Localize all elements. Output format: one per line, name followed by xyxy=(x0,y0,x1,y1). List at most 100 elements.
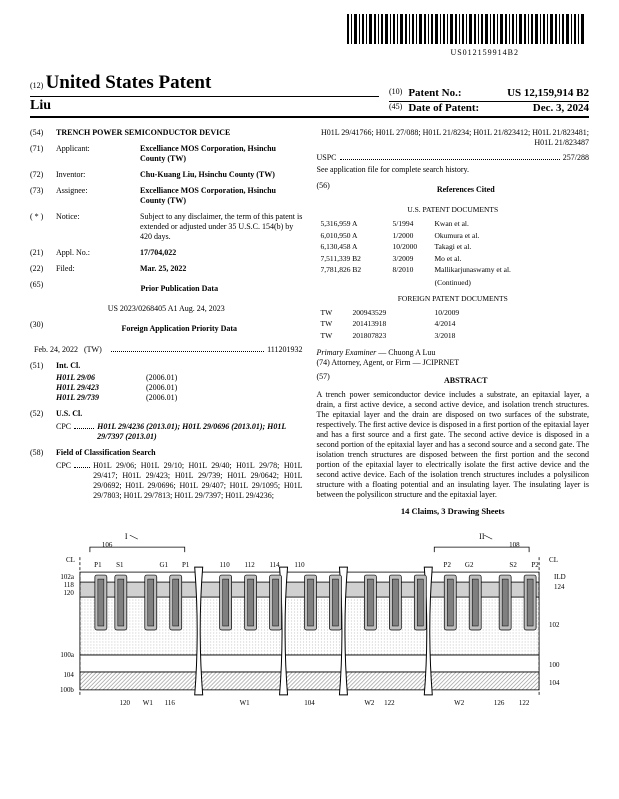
foreign-title: FOREIGN PATENT DOCUMENTS xyxy=(317,294,590,303)
f21-code: (21) xyxy=(30,248,56,258)
f54-code: (54) xyxy=(30,128,56,138)
us-doc-row: 6,010,950 A1/2000Okumura et al. xyxy=(319,231,588,240)
svg-text:116: 116 xyxy=(165,699,176,707)
svg-text:106: 106 xyxy=(102,541,113,549)
claims-line: 14 Claims, 3 Drawing Sheets xyxy=(317,506,590,517)
svg-text:110: 110 xyxy=(220,561,231,569)
patent-no-code: (10) xyxy=(389,87,402,99)
f57-code: (57) xyxy=(317,372,343,390)
f65-title: Prior Publication Data xyxy=(56,284,303,294)
f52-code: (52) xyxy=(30,409,56,419)
svg-text:104: 104 xyxy=(63,671,74,679)
f71-label: Applicant: xyxy=(56,144,140,164)
us-doc-row: 7,511,339 B23/2009Mo et al. xyxy=(319,254,588,263)
f72-body: Chu-Kuang Liu, Hsinchu County (TW) xyxy=(140,170,303,180)
f58-label: Field of Classification Search xyxy=(56,448,303,458)
dotted-leader xyxy=(340,152,560,160)
svg-text:120: 120 xyxy=(120,699,131,707)
svg-text:CL: CL xyxy=(66,556,75,564)
svg-text:118: 118 xyxy=(64,581,75,589)
svg-text:124: 124 xyxy=(554,583,565,591)
f58-code: (58) xyxy=(30,448,56,458)
f56-title: References Cited xyxy=(343,185,590,195)
date-label: Date of Patent: xyxy=(408,102,479,114)
patent-figure: I 106 II 108 CLP1S1G1P1110112114110CLP2G… xyxy=(30,527,589,717)
left-column: (54) TRENCH POWER SEMICONDUCTOR DEVICE (… xyxy=(30,128,303,517)
f30-code: (30) xyxy=(30,320,56,338)
dotted-leader xyxy=(74,460,90,468)
patent-no: US 12,159,914 B2 xyxy=(507,87,589,99)
uspc-label: USPC xyxy=(317,153,337,163)
abstract-text: A trench power semiconductor device incl… xyxy=(317,390,590,500)
us-docs-table: 5,316,959 A5/1994Kwan et al.6,010,950 A1… xyxy=(317,217,590,276)
svg-text:W2: W2 xyxy=(454,699,465,707)
svg-text:112: 112 xyxy=(245,561,256,569)
barcode xyxy=(347,14,587,48)
f22-body: Mar. 25, 2022 xyxy=(140,264,303,274)
svg-text:ILD: ILD xyxy=(554,573,566,581)
date-value: Dec. 3, 2024 xyxy=(533,102,589,114)
uspc-val: 257/288 xyxy=(563,153,589,163)
svg-text:W2: W2 xyxy=(364,699,375,707)
f73-code: (73) xyxy=(30,186,56,206)
pub-title: United States Patent xyxy=(46,72,212,93)
svg-text:G1: G1 xyxy=(159,561,168,569)
attorney: — JCIPRNET xyxy=(413,358,459,367)
f51-label: Int. Cl. xyxy=(56,361,303,371)
f52-cpc-label: CPC xyxy=(56,422,71,432)
f22-code: (22) xyxy=(30,264,56,274)
intcl-row: H01L 29/06(2006.01) xyxy=(56,373,303,383)
foreign-docs-table: TW20094352910/2009TW2014139184/2014TW201… xyxy=(317,306,590,342)
f51-code: (51) xyxy=(30,361,56,371)
f30-title: Foreign Application Priority Data xyxy=(56,324,303,334)
svg-text:122: 122 xyxy=(384,699,395,707)
svg-text:S2: S2 xyxy=(509,561,517,569)
f71-code: (71) xyxy=(30,144,56,164)
f30-num: 111201932 xyxy=(267,345,302,355)
svg-text:II: II xyxy=(479,532,485,541)
notice-code: ( * ) xyxy=(30,212,56,242)
pub-label-num: (12) xyxy=(30,81,43,90)
svg-text:P2: P2 xyxy=(531,561,539,569)
intcl-row: H01L 29/423(2006.01) xyxy=(56,383,303,393)
svg-text:122: 122 xyxy=(519,699,530,707)
uspc-note: See application file for complete search… xyxy=(317,165,590,175)
f30-date: Feb. 24, 2022 xyxy=(34,345,78,355)
svg-text:P1: P1 xyxy=(94,561,102,569)
f65-code: (65) xyxy=(30,280,56,298)
f72-label: Inventor: xyxy=(56,170,140,180)
f65-line: US 2023/0268405 A1 Aug. 24, 2023 xyxy=(30,304,303,314)
us-doc-row: 6,130,458 A10/2000Takagi et al. xyxy=(319,242,588,251)
svg-text:100: 100 xyxy=(549,661,560,669)
f22-label: Filed: xyxy=(56,264,140,274)
inventor-name: Liu xyxy=(30,96,379,114)
examiner: — Chuong A Luu xyxy=(378,348,435,357)
continued: (Continued) xyxy=(317,278,590,287)
svg-text:110: 110 xyxy=(294,561,305,569)
f54-title: TRENCH POWER SEMICONDUCTOR DEVICE xyxy=(56,128,303,138)
svg-text:CL: CL xyxy=(549,556,558,564)
cont-classes: H01L 29/41766; H01L 27/088; H01L 21/8234… xyxy=(317,128,590,148)
f72-code: (72) xyxy=(30,170,56,180)
f58-cpc-label: CPC xyxy=(56,461,71,471)
examiner-label: Primary Examiner xyxy=(317,348,377,357)
f56-code: (56) xyxy=(317,181,343,199)
patent-no-label: Patent No.: xyxy=(408,87,461,99)
f73-label: Assignee: xyxy=(56,186,140,206)
header: (12) United States Patent Liu (10) Paten… xyxy=(30,72,589,118)
svg-text:S1: S1 xyxy=(116,561,124,569)
svg-text:114: 114 xyxy=(269,561,280,569)
svg-text:W1: W1 xyxy=(240,699,251,707)
svg-text:P1: P1 xyxy=(182,561,190,569)
intcl-row: H01L 29/739(2006.01) xyxy=(56,393,303,403)
us-doc-row: 7,781,826 B28/2010Mallikarjunaswamy et a… xyxy=(319,265,588,274)
f21-body: 17/704,022 xyxy=(140,248,303,258)
svg-text:108: 108 xyxy=(509,541,520,549)
svg-text:126: 126 xyxy=(494,699,505,707)
foreign-doc-row: TW20094352910/2009 xyxy=(319,308,588,317)
f52-label: U.S. Cl. xyxy=(56,409,303,419)
svg-text:102: 102 xyxy=(549,621,560,629)
svg-text:102a: 102a xyxy=(60,573,74,581)
foreign-doc-row: TW2018078233/2018 xyxy=(319,331,588,340)
date-code: (45) xyxy=(389,102,402,114)
